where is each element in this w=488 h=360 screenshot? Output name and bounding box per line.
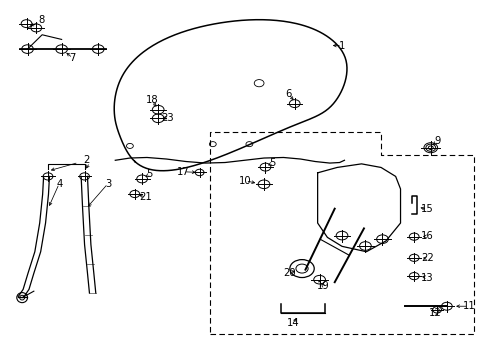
Text: 10: 10	[239, 176, 251, 186]
Text: 19: 19	[317, 281, 329, 291]
Text: 4: 4	[56, 179, 62, 189]
Text: 13: 13	[420, 273, 433, 283]
Text: 23: 23	[161, 113, 173, 123]
Text: 3: 3	[104, 179, 111, 189]
Text: 5: 5	[268, 158, 275, 168]
Text: 1: 1	[338, 41, 345, 50]
Text: 9: 9	[433, 136, 439, 146]
Text: 8: 8	[38, 15, 44, 25]
Text: 18: 18	[145, 95, 158, 105]
Text: 2: 2	[82, 155, 89, 165]
Text: 6: 6	[285, 89, 291, 99]
Text: 22: 22	[420, 253, 433, 263]
Text: 16: 16	[420, 231, 433, 241]
Text: 15: 15	[420, 204, 433, 215]
Text: 20: 20	[283, 267, 295, 278]
Text: 12: 12	[428, 309, 441, 318]
Text: 14: 14	[286, 319, 299, 328]
Text: 11: 11	[462, 301, 474, 311]
Text: 5: 5	[146, 169, 152, 179]
Text: 21: 21	[140, 192, 152, 202]
Text: 17: 17	[177, 167, 189, 177]
Text: 7: 7	[69, 53, 76, 63]
